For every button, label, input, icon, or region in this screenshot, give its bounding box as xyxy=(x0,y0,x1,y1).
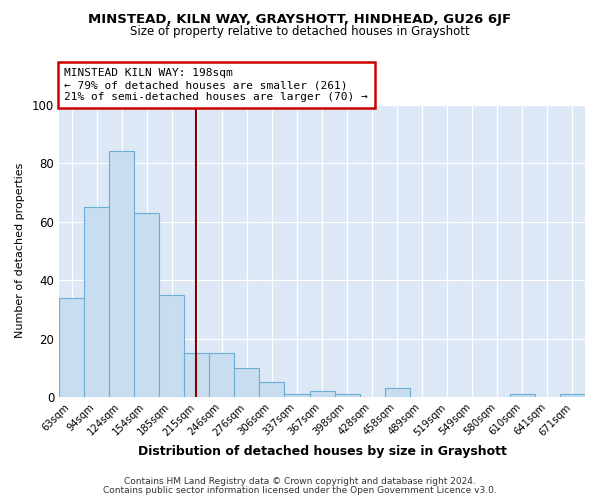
Bar xyxy=(560,394,585,397)
Bar xyxy=(284,394,310,397)
Bar xyxy=(335,394,359,397)
Bar xyxy=(310,391,335,397)
Bar xyxy=(510,394,535,397)
Text: MINSTEAD, KILN WAY, GRAYSHOTT, HINDHEAD, GU26 6JF: MINSTEAD, KILN WAY, GRAYSHOTT, HINDHEAD,… xyxy=(88,12,512,26)
Bar xyxy=(59,298,84,397)
Bar xyxy=(84,207,109,397)
Bar xyxy=(184,353,209,397)
Text: MINSTEAD KILN WAY: 198sqm
← 79% of detached houses are smaller (261)
21% of semi: MINSTEAD KILN WAY: 198sqm ← 79% of detac… xyxy=(64,68,368,102)
Bar xyxy=(385,388,410,397)
Y-axis label: Number of detached properties: Number of detached properties xyxy=(15,163,25,338)
Bar xyxy=(134,213,159,397)
Text: Contains public sector information licensed under the Open Government Licence v3: Contains public sector information licen… xyxy=(103,486,497,495)
Text: Size of property relative to detached houses in Grayshott: Size of property relative to detached ho… xyxy=(130,25,470,38)
Bar xyxy=(109,152,134,397)
X-axis label: Distribution of detached houses by size in Grayshott: Distribution of detached houses by size … xyxy=(137,444,506,458)
Bar xyxy=(235,368,259,397)
Bar xyxy=(159,294,184,397)
Text: Contains HM Land Registry data © Crown copyright and database right 2024.: Contains HM Land Registry data © Crown c… xyxy=(124,477,476,486)
Bar xyxy=(259,382,284,397)
Bar xyxy=(209,353,235,397)
